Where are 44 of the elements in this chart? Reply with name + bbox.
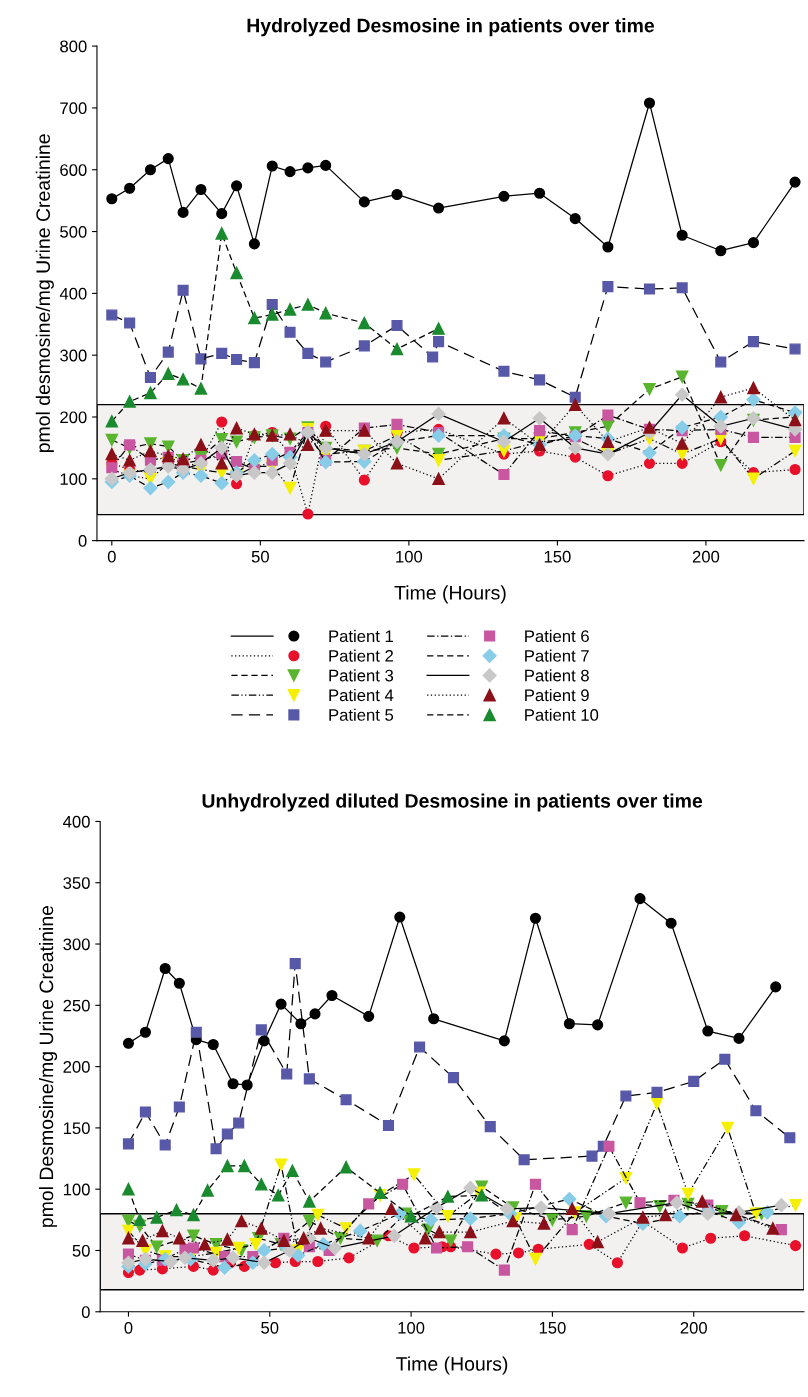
legend-label: Patient 1 [329,629,393,643]
x-tick-label: 100 [396,550,423,563]
x-tick-label: 0 [107,550,116,563]
y-tick-label: 400 [63,815,90,828]
legend-label: Patient 5 [329,708,394,721]
legend-label: Patient 9 [525,688,589,702]
y-tick-label: 300 [60,349,87,362]
y-tick-label: 500 [60,225,87,238]
x-tick-label: 50 [261,1321,279,1334]
y-tick-label: 600 [60,164,87,176]
legend-label: Patient 8 [525,669,589,682]
y-tick-label: 0 [81,1306,90,1318]
y-tick-label: 200 [63,1061,90,1073]
y-tick-label: 400 [59,287,87,300]
legend-label: Patient 6 [525,629,589,643]
y-tick-label: 150 [63,1122,90,1135]
y-tick-label: 800 [60,40,87,53]
y-tick-label: 700 [60,102,87,115]
x-tick-label: 200 [680,1321,707,1334]
x-tick-label: 150 [539,1321,566,1334]
x-axis-title: Time (Hours) [396,1356,508,1375]
y-tick-label: 50 [72,1244,90,1257]
chart-title: Hydrolyzed Desmosine in patients over time [247,18,655,37]
chart-title: Unhydrolyzed diluted Desmosine in patients over time [202,793,703,812]
x-tick-label: 200 [692,550,720,563]
legend-label: Patient 2 [329,649,393,662]
y-axis-title: pmol desmosine/mg Urine Creatinine [35,134,54,453]
y-tick-label: 100 [60,473,87,486]
y-tick-label: 350 [63,877,90,889]
y-tick-label: 250 [63,999,90,1012]
legend-label: Patient 4 [329,688,394,702]
legend-label: Patient 10 [525,708,599,721]
x-tick-label: 0 [124,1321,133,1334]
y-tick-label: 300 [63,938,90,951]
legend-label: Patient 7 [525,649,589,662]
x-tick-label: 50 [251,550,269,563]
legend-label: Patient 3 [329,669,394,682]
y-axis-title: pmol Desmosine/mg Urine Creatinine [38,905,58,1227]
y-tick-label: 100 [63,1183,90,1196]
x-tick-label: 100 [398,1321,425,1334]
y-tick-label: 0 [78,535,87,547]
x-tick-label: 150 [544,550,571,563]
y-tick-label: 200 [60,411,87,424]
x-axis-title: Time (Hours) [394,585,506,604]
